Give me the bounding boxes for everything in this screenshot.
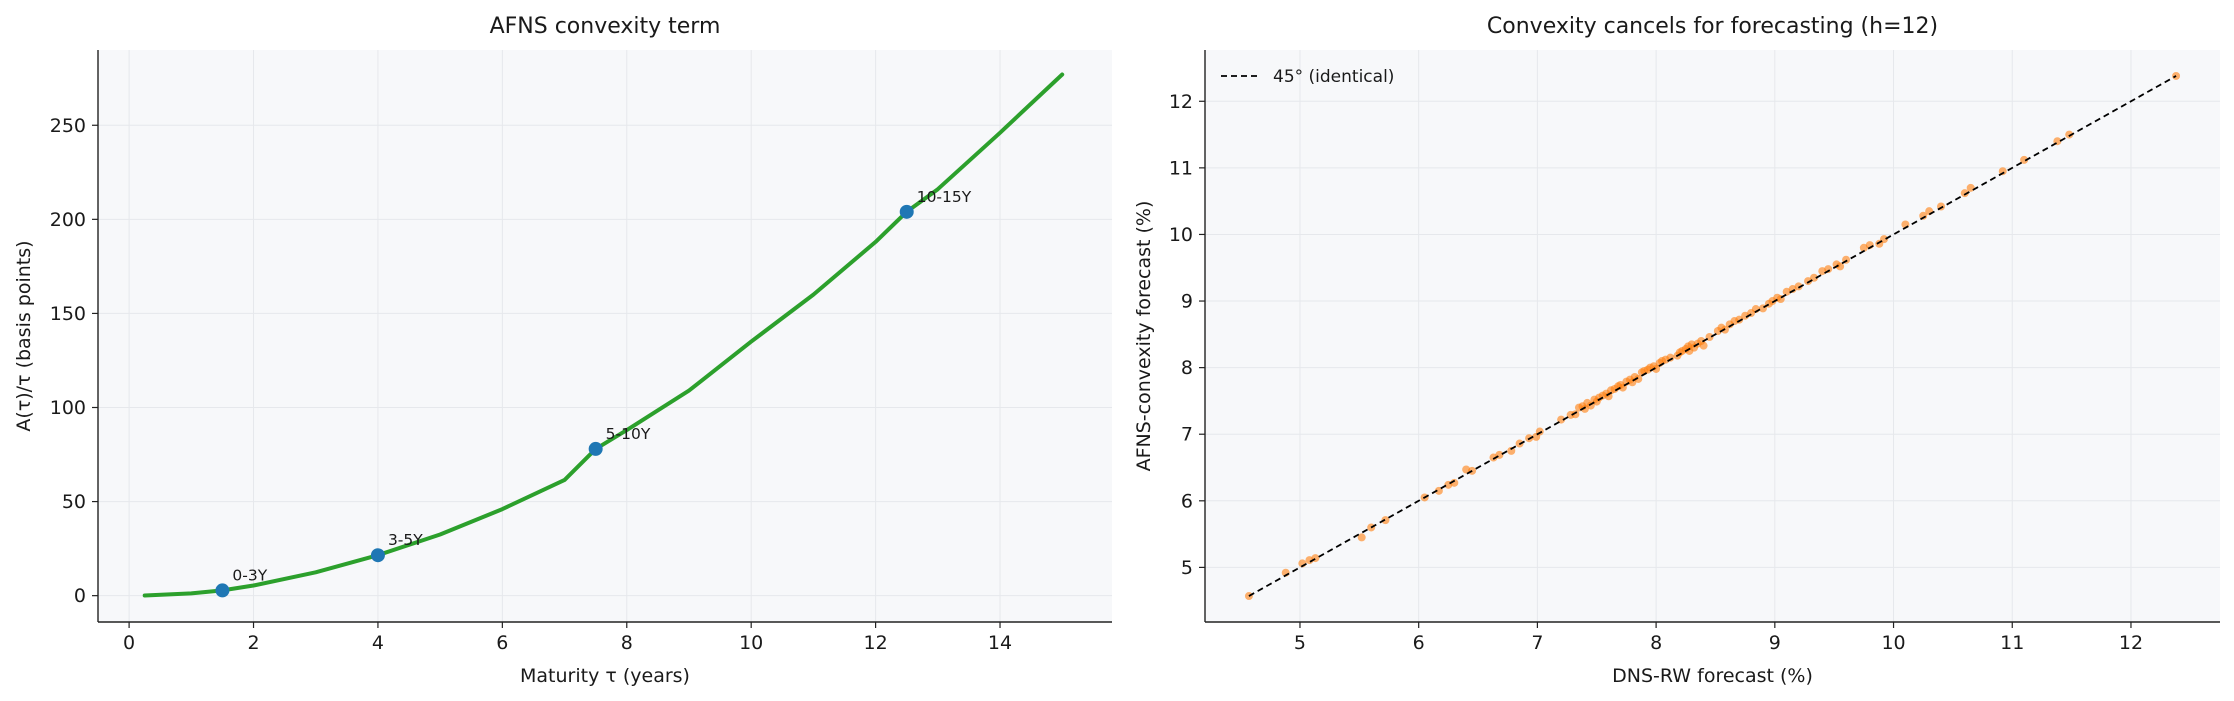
forecast-point [1804,277,1813,286]
y-tick-label: 6 [1181,490,1193,512]
x-tick-label: 12 [2119,632,2143,654]
y-tick-label: 12 [1169,91,1193,113]
x-tick-label: 2 [247,632,259,654]
y-tick-label: 8 [1181,357,1193,379]
bucket-label: 3-5Y [388,531,423,549]
y-tick-label: 100 [50,397,86,419]
forecast-point [1357,533,1366,542]
legend-label: 45° (identical) [1273,67,1394,87]
forecast-point [1381,516,1390,525]
x-tick-label: 8 [1650,632,1662,654]
bucket-marker [899,204,914,219]
forecast-point [1966,183,1975,192]
x-tick-label: 6 [1413,632,1425,654]
x-tick-label: 8 [621,632,633,654]
bucket-marker [370,548,385,563]
y-axis-label: AFNS-convexity forecast (%) [1133,201,1155,472]
forecast-point [1571,410,1580,419]
forecast-point [1960,189,1969,198]
forecast-point [1836,262,1845,271]
y-tick-label: 11 [1169,157,1193,179]
forecast-point [1699,341,1708,350]
forecast-point [1794,282,1803,291]
y-tick-label: 5 [1181,557,1193,579]
x-tick-label: 9 [1769,632,1781,654]
forecast-point [1450,478,1459,487]
left-chart-panel: 0 2 4 6 8 10 12 14 0 50 100 150 200 250 AFNS convexity… [13,14,1112,687]
forecast-point [1507,446,1516,455]
identity-line [1248,75,2177,597]
x-axis-label: DNS-RW forecast (%) [1612,665,1813,687]
bucket-label: 10-15Y [917,188,972,206]
x-tick-label: 0 [123,632,135,654]
y-axis-label: A(τ)/τ (basis points) [13,240,35,431]
y-tick-label: 0 [74,585,86,607]
forecast-point [1434,486,1443,495]
x-tick-label: 14 [988,632,1012,654]
y-tick-label: 150 [50,303,86,325]
y-tick-label: 250 [50,115,86,137]
forecast-point [1824,265,1833,274]
x-tick-label: 4 [372,632,384,654]
forecast-point [1652,364,1661,373]
y-tick-label: 10 [1169,224,1193,246]
forecast-point [1634,374,1643,383]
forecast-point [1580,404,1589,413]
forecast-point [1604,392,1613,401]
x-tick-label: 6 [496,632,508,654]
x-axis-label: Maturity τ (years) [520,665,690,687]
y-tick-label: 7 [1181,424,1193,446]
chart-title: Convexity cancels for forecasting (h=12) [1487,14,1938,39]
y-tick-label: 50 [62,491,86,513]
forecast-point [2020,155,2029,164]
bucket-marker [215,583,230,598]
x-tick-label: 10 [739,632,763,654]
chart-title: AFNS convexity term [490,14,721,39]
y-tick-label: 200 [50,209,86,231]
x-tick-label: 10 [1881,632,1905,654]
bucket-label: 5-10Y [606,425,651,443]
bucket-label: 0-3Y [232,566,267,584]
y-tick-label: 9 [1181,291,1193,313]
forecast-point [1919,211,1928,220]
forecast-point [2065,130,2074,139]
x-tick-label: 11 [2000,632,2024,654]
x-tick-label: 12 [864,632,888,654]
plot-area [98,50,1112,622]
x-tick-label: 5 [1294,632,1306,654]
right-chart-panel: 5 6 7 8 9 10 11 12 5 6 7 8 9 10 11 12 Convexity cancels … [1133,14,2220,687]
bucket-marker [588,441,603,456]
x-tick-label: 7 [1531,632,1543,654]
forecast-point [1666,353,1675,362]
forecast-point [1998,167,2007,176]
